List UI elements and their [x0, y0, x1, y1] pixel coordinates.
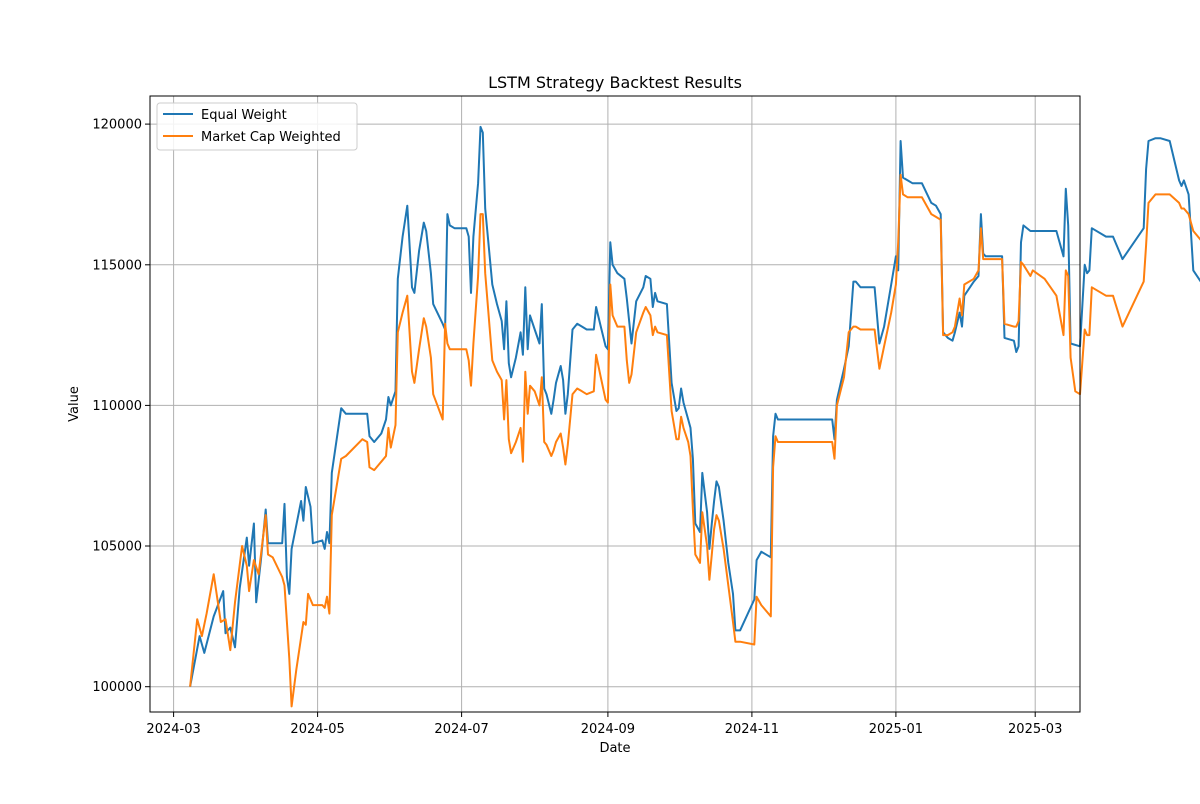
- x-axis-label: Date: [599, 741, 630, 756]
- y-tick-label: 115000: [92, 258, 142, 273]
- series-line-market-cap-weighted: [189, 173, 1200, 708]
- legend-label-equal-weight: Equal Weight: [201, 108, 287, 123]
- series-line-equal-weight: [189, 125, 1200, 687]
- plot-area: [150, 96, 1080, 712]
- legend-box: [156, 102, 358, 151]
- chart-title: LSTM Strategy Backtest Results: [488, 73, 742, 92]
- y-tick-label: 110000: [92, 399, 142, 414]
- y-tick-label: 120000: [92, 118, 142, 133]
- x-tick-label: 2025-01: [869, 722, 923, 737]
- legend-label-market-cap-weighted: Market Cap Weighted: [201, 130, 341, 145]
- x-tick-label: 2024-05: [290, 722, 344, 737]
- x-tick-label: 2025-03: [1008, 722, 1062, 737]
- y-tick-label: 105000: [92, 540, 142, 555]
- plot-frame: [149, 95, 1081, 713]
- x-tick-label: 2024-07: [434, 722, 488, 737]
- grid: [150, 96, 1080, 712]
- y-axis-label: Value: [67, 386, 82, 422]
- x-tick-label: 2024-03: [146, 722, 200, 737]
- x-tick-label: 2024-11: [725, 722, 779, 737]
- series-lines: [189, 125, 1200, 708]
- x-axis-ticks: 2024-03 2024-05 2024-07 2024-09 2024-11 2025-…: [146, 712, 1062, 737]
- x-tick-label: 2024-09: [581, 722, 635, 737]
- y-axis-ticks: 100000 105000 110000 115000 120000: [92, 118, 150, 695]
- legend: Equal Weight Market Cap Weighted: [156, 102, 358, 151]
- y-tick-label: 100000: [92, 680, 142, 695]
